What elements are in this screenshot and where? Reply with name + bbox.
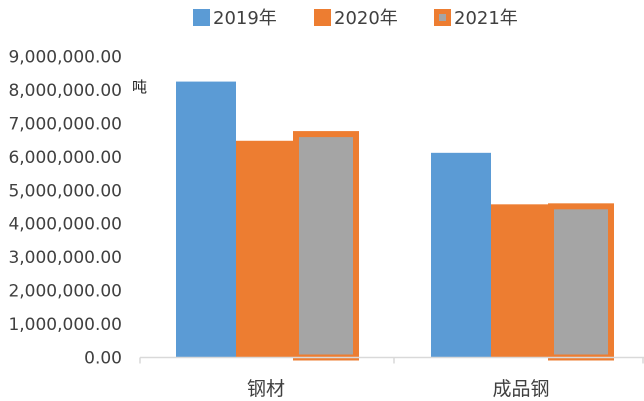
- y-axis: 0.00 1,000,000.00 2,000,000.00 3,000,000.00…: [8, 48, 122, 369]
- bar-1-series-3: [293, 131, 359, 361]
- y-tick-label: 8,000,000.00: [8, 81, 122, 101]
- y-tick-label: 4,000,000.00: [8, 215, 122, 235]
- bar-2-series-1: [431, 152, 491, 358]
- y-tick-label: 2,000,000.00: [8, 282, 122, 302]
- legend-label: 2020年: [334, 8, 398, 29]
- category-label: 成品钢: [492, 378, 549, 400]
- bars: [176, 81, 614, 361]
- legend-swatch: [193, 9, 210, 26]
- y-tick-label: 7,000,000.00: [8, 114, 122, 134]
- y-tick-label: 1,000,000.00: [8, 315, 122, 335]
- legend-label: 2019年: [213, 8, 277, 29]
- y-tick-label: 9,000,000.00: [8, 48, 122, 68]
- legend-label: 2021年: [454, 8, 518, 29]
- bar-1-series-1: [176, 81, 236, 358]
- y-tick-label: 5,000,000.00: [8, 181, 122, 201]
- legend-swatch-inner: [439, 14, 446, 21]
- legend: 2019年 2020年 2021年: [193, 8, 518, 29]
- unit-label: 吨: [132, 78, 147, 96]
- legend-swatch: [314, 9, 331, 26]
- bar-1-series-2: [236, 140, 296, 358]
- y-tick-label: 0.00: [84, 349, 122, 369]
- category-label: 钢材: [247, 378, 285, 400]
- y-tick-label: 3,000,000.00: [8, 248, 122, 268]
- bar-2-series-3: [548, 203, 614, 361]
- x-axis: 钢材 成品钢: [139, 356, 644, 400]
- y-tick-label: 6,000,000.00: [8, 148, 122, 168]
- bar-2-series-2: [491, 204, 551, 358]
